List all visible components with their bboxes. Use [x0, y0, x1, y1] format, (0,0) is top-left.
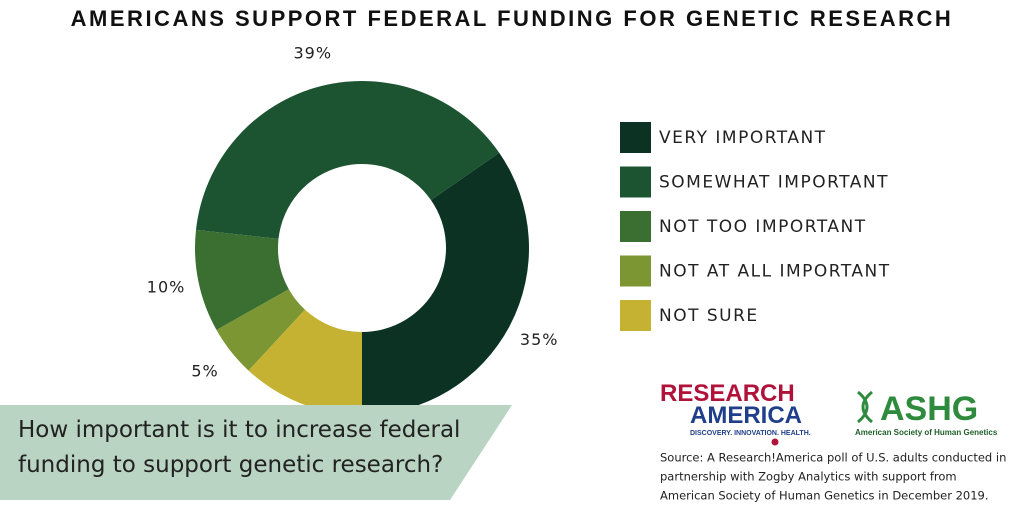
legend-swatch: [620, 211, 651, 242]
data-label: 5%: [191, 362, 218, 381]
source: Source: A Research!America poll of U.S. …: [660, 451, 1006, 503]
donut-segment: [195, 80, 500, 239]
donut-segment: [194, 229, 289, 330]
question: How important is it to increase federal: [18, 417, 460, 443]
data-label: 10%: [147, 278, 186, 297]
chart-title: AMERICANS SUPPORT FEDERAL FUNDING FOR GE…: [71, 6, 954, 31]
logo-dot: [771, 438, 779, 446]
legend-label: NOT SURE: [659, 306, 759, 326]
donut: 35%39%10%5%12%: [147, 44, 559, 443]
data-label: 39%: [293, 44, 332, 63]
legend-label: VERY IMPORTANT: [659, 128, 827, 148]
logo-text: AMERICA: [690, 402, 802, 429]
legend-label: NOT AT ALL IMPORTANT: [659, 262, 891, 282]
legend-label: NOT TOO IMPORTANT: [659, 217, 867, 237]
question: funding to support genetic research?: [18, 452, 443, 478]
legend-label: SOMEWHAT IMPORTANT: [659, 173, 889, 193]
donut-segment: [362, 152, 529, 415]
source-line: American Society of Human Genetics in De…: [660, 489, 989, 503]
logo-text: RESEARCH: [660, 380, 795, 407]
logo-helix: [857, 390, 873, 424]
source-line: Source: A Research!America poll of U.S. …: [660, 451, 1006, 465]
logo-tagline: DISCOVERY. INNOVATION. HEALTH.: [690, 430, 811, 437]
data-label: 35%: [520, 330, 559, 349]
logo-text: ASHG: [880, 390, 978, 428]
donut-segment: [248, 309, 362, 415]
legend-swatch: [620, 255, 651, 287]
logo-tagline: American Society of Human Genetics: [855, 428, 998, 437]
legend: VERY IMPORTANT SOMEWHAT IMPORTANT NOT TOO …: [620, 122, 891, 331]
legend-swatch: [620, 166, 651, 198]
legend-swatch: [620, 122, 651, 153]
source-line: partnership with Zogby Analytics with su…: [660, 470, 957, 484]
donut-segment: [216, 289, 305, 371]
legend-swatch: [620, 300, 651, 331]
question-box: [0, 405, 512, 500]
